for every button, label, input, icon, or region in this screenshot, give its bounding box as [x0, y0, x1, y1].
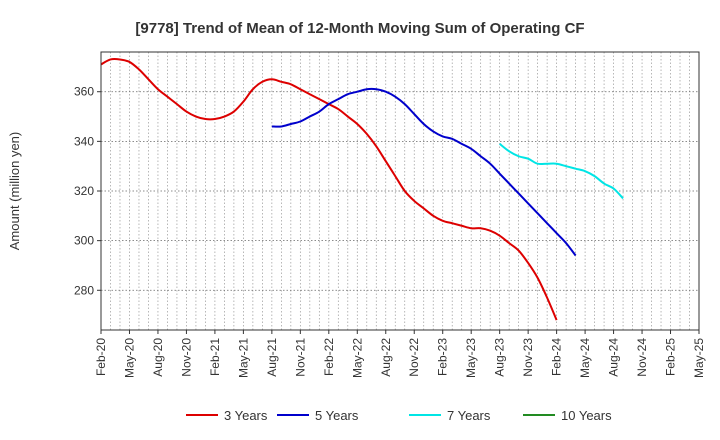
- y-axis-ticks: 280 300 320 340 360: [74, 85, 101, 297]
- x-tick-label: May-20: [122, 338, 136, 378]
- y-tick-label: 280: [74, 283, 94, 297]
- series-line-5-years: [271, 87, 577, 257]
- x-tick-label: Nov-23: [521, 338, 535, 377]
- x-tick-label: May-22: [350, 338, 364, 378]
- x-tick-label: Nov-20: [179, 338, 193, 377]
- x-tick-label: Feb-25: [664, 338, 678, 376]
- y-tick-label: 360: [74, 85, 94, 99]
- y-tick-label: 340: [74, 134, 94, 148]
- legend-label-10-years: 10 Years: [561, 408, 612, 423]
- x-tick-label: May-23: [464, 338, 478, 378]
- y-axis-label: Amount (million yen): [7, 132, 22, 251]
- x-tick-label: Aug-23: [493, 338, 507, 377]
- x-tick-label: Nov-22: [407, 338, 421, 377]
- x-tick-label: May-25: [692, 338, 706, 378]
- y-tick-label: 300: [74, 234, 94, 248]
- x-tick-label: Feb-24: [550, 338, 564, 376]
- x-tick-label: May-21: [236, 338, 250, 378]
- grid: [101, 52, 699, 330]
- legend: 3 Years 5 Years 7 Years 10 Years: [186, 408, 612, 423]
- legend-label-3-years: 3 Years: [224, 408, 268, 423]
- x-axis-ticks: Feb-20 May-20 Aug-20 Nov-20 Feb-21 May-21 Aug-…: [94, 330, 706, 378]
- x-tick-label: Feb-22: [322, 338, 336, 376]
- y-tick-label: 320: [74, 184, 94, 198]
- legend-label-7-years: 7 Years: [447, 408, 491, 423]
- x-tick-label: Feb-23: [436, 338, 450, 376]
- series-line-7-years: [499, 143, 624, 200]
- x-tick-label: Nov-24: [635, 338, 649, 377]
- chart-title: [9778] Trend of Mean of 12-Month Moving …: [135, 20, 584, 37]
- legend-label-5-years: 5 Years: [315, 408, 359, 423]
- x-tick-label: Nov-21: [293, 338, 307, 377]
- x-tick-label: Feb-21: [208, 338, 222, 376]
- x-tick-label: Aug-24: [607, 338, 621, 377]
- x-tick-label: Aug-21: [265, 338, 279, 377]
- x-tick-label: May-24: [578, 338, 592, 378]
- x-tick-label: Feb-20: [94, 338, 108, 376]
- series-lines: [100, 57, 624, 321]
- x-tick-label: Aug-20: [151, 338, 165, 377]
- x-tick-label: Aug-22: [379, 338, 393, 377]
